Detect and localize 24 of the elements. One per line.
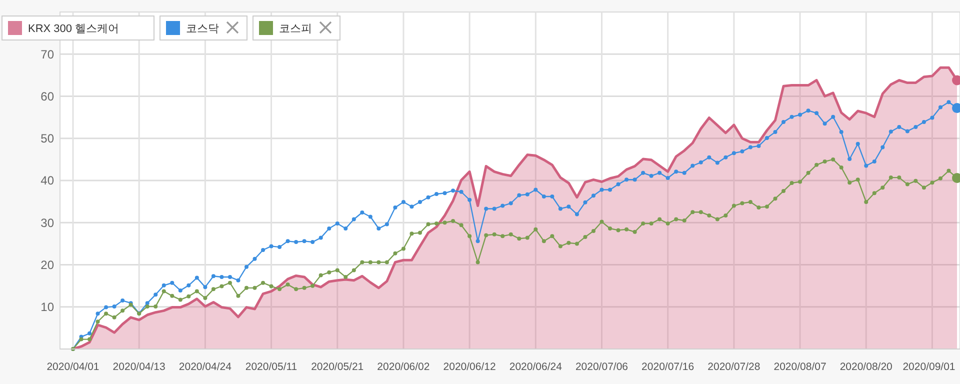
x-tick-label: 2020/08/07 [774,361,826,373]
x-tick-label: 2020/07/16 [642,361,694,373]
x-tick-label: 2020/04/13 [112,361,166,373]
legend-label: 코스피 [279,22,312,35]
y-tick-label: 60 [40,89,54,104]
x-tick-label: 2020/06/24 [509,361,562,373]
y-tick-label: 10 [40,300,54,314]
x-tick-label: 2020/08/20 [840,361,893,373]
x-tick-label: 2020/04/01 [46,361,100,373]
x-tick-label: 2020/07/06 [575,361,628,373]
y-tick-label: 50 [40,132,54,146]
legend-label: KRX 300 헬스케어 [28,22,120,35]
y-tick-label: 20 [40,258,54,272]
x-tick-label: 2020/06/12 [443,361,496,373]
x-tick-label: 2020/06/02 [377,361,430,373]
y-tick-label: 30 [40,216,54,230]
x-tick-label: 2020/05/21 [311,361,364,373]
x-tick-label: 2020/07/28 [708,361,760,373]
x-tick-label: 2020/04/24 [178,361,232,373]
x-tick-label: 2020/09/01 [902,361,956,373]
legend-label: 코스닥 [186,22,219,35]
y-tick-label: 40 [40,174,54,188]
x-tick-label: 2020/05/11 [245,361,298,373]
y-tick-label: 70 [40,47,54,62]
